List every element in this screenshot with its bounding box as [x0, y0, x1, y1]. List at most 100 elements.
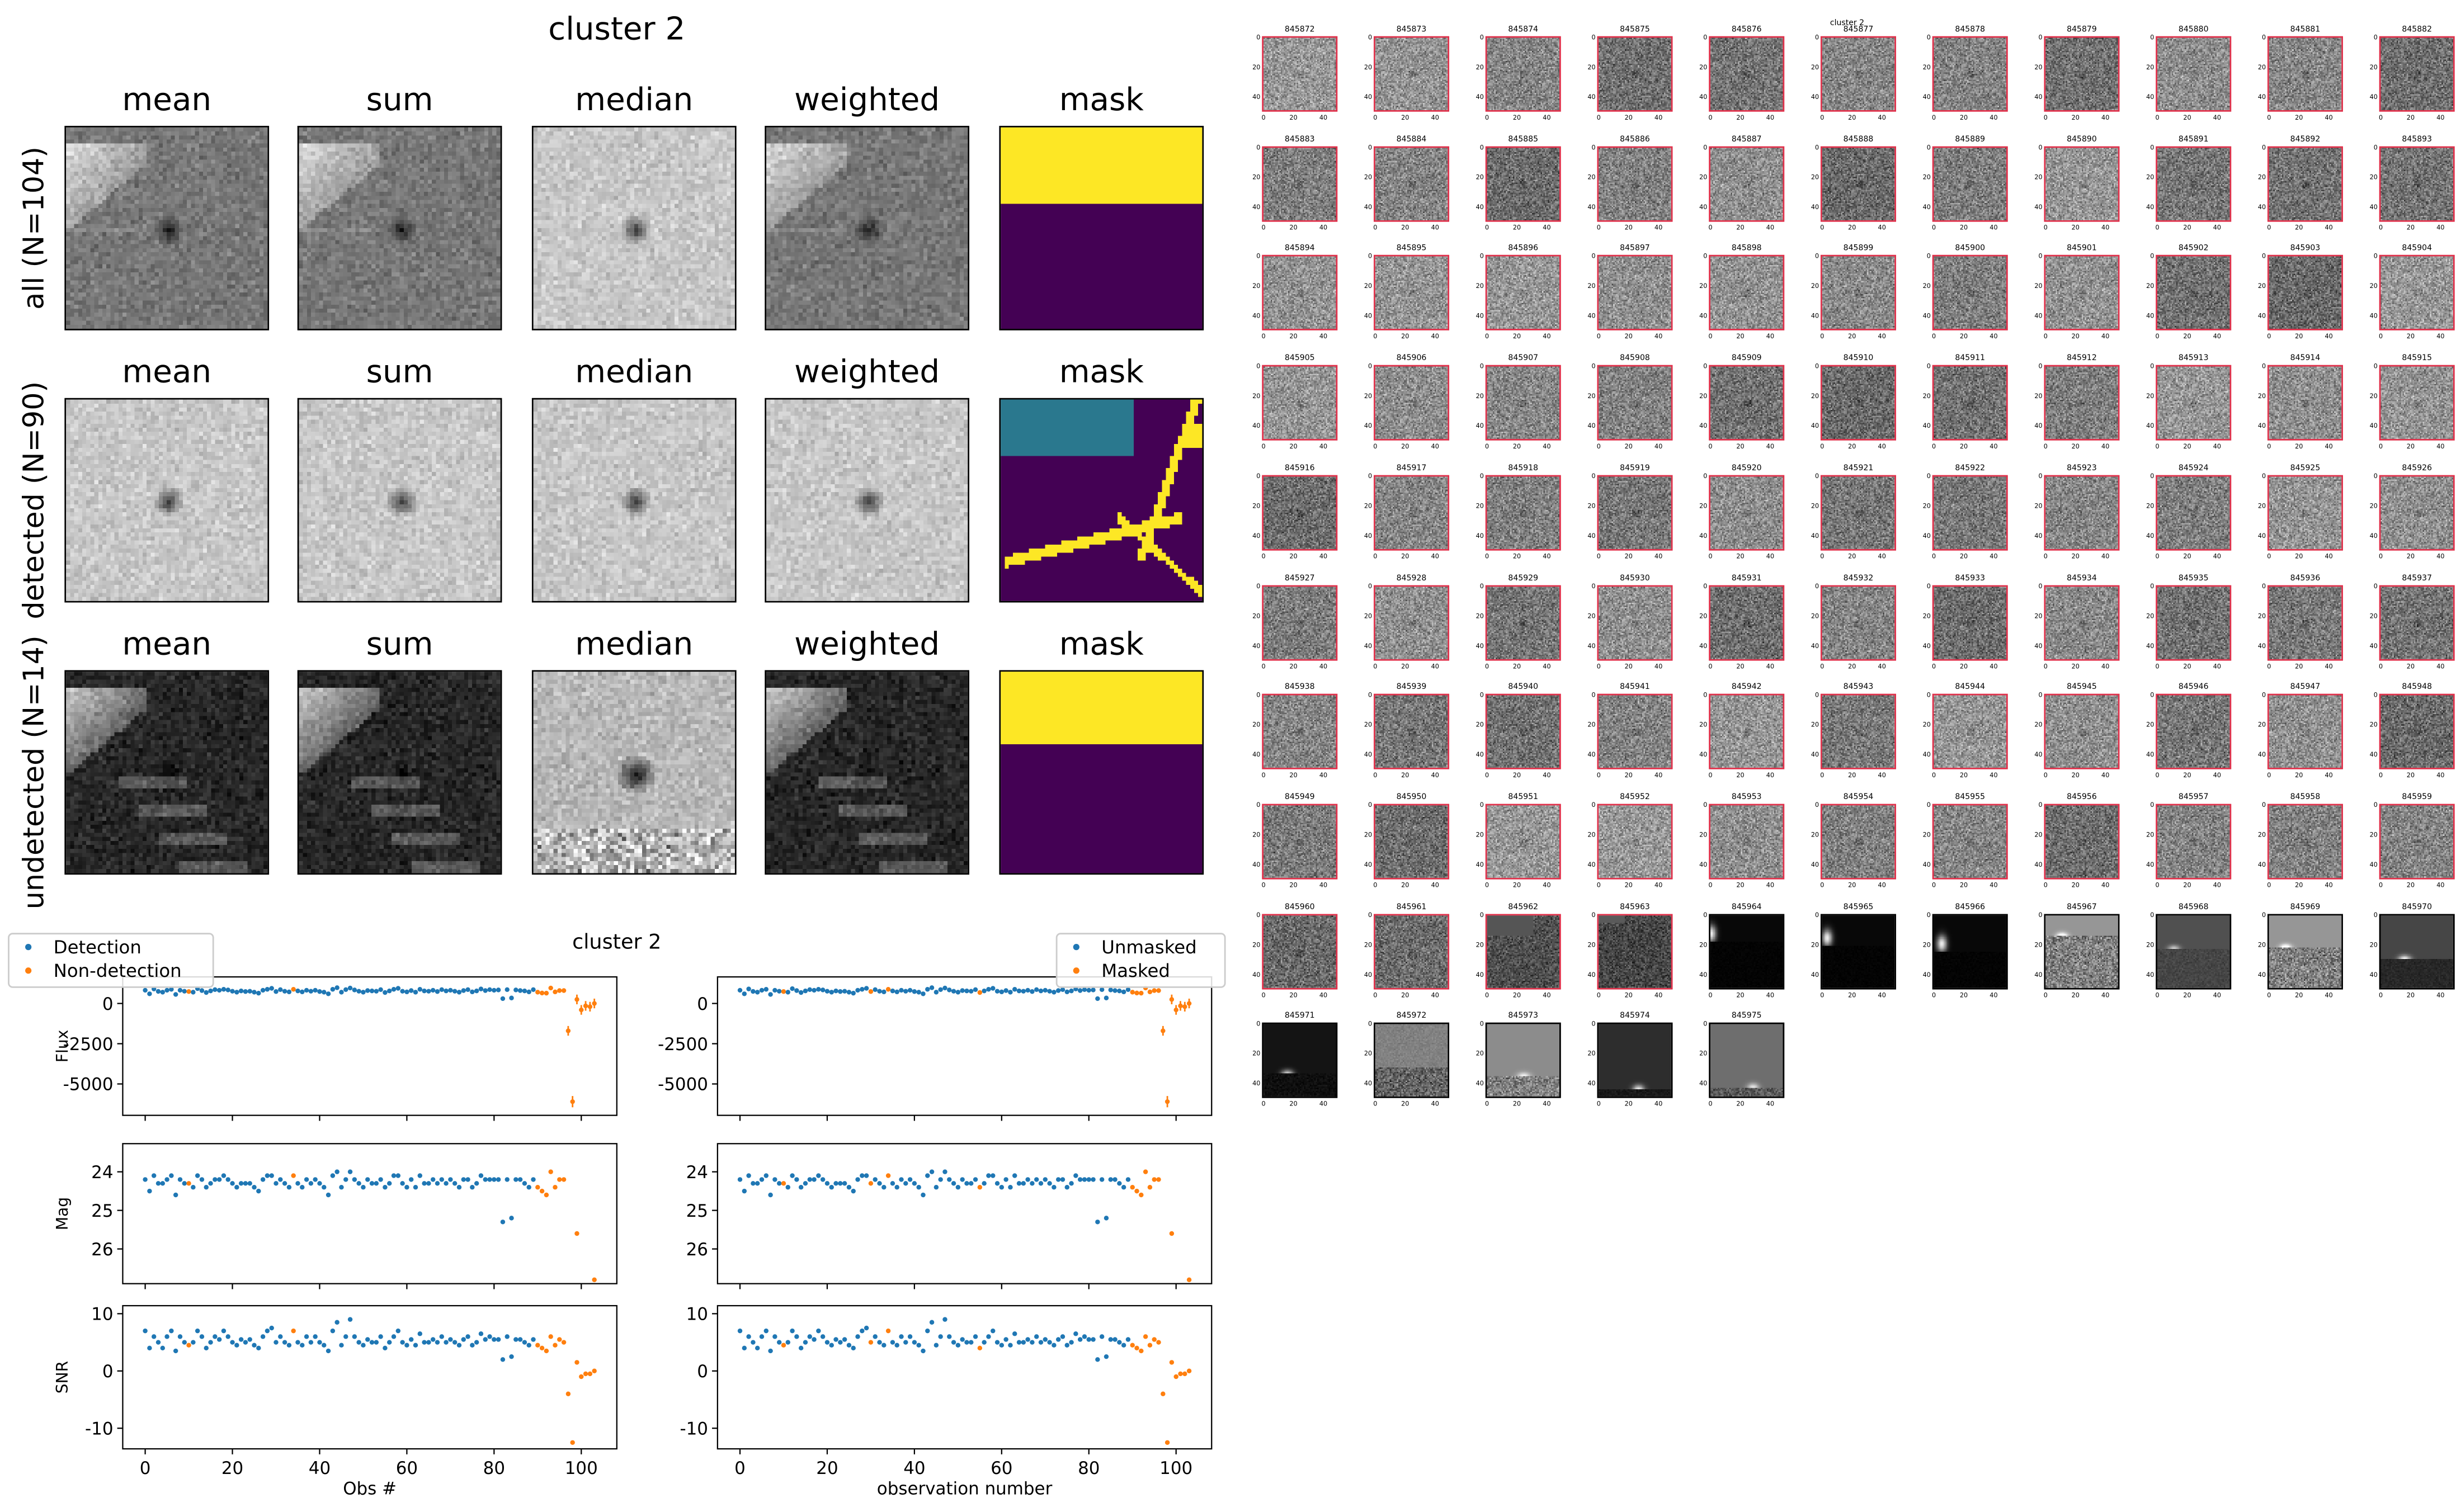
thumbnail-x-tick: 0 — [2378, 113, 2383, 121]
thumbnail: 845872 0 0 20 20 40 40 — [1243, 14, 1354, 124]
thumbnail-image — [1485, 694, 1561, 770]
data-point — [147, 1345, 152, 1351]
thumbnail-id: 845900 — [1955, 244, 1986, 254]
data-point — [942, 1169, 947, 1174]
thumbnail-y-tick: 20 — [1475, 611, 1484, 620]
data-point — [812, 1177, 817, 1182]
data-point — [903, 1181, 908, 1186]
legend-label: Masked — [1101, 958, 1170, 981]
thumbnail-x-tick: 20 — [1959, 881, 1968, 889]
thumbnail: 845895 0 0 20 20 40 40 — [1355, 233, 1465, 343]
data-point — [794, 1334, 799, 1339]
thumbnail-y-tick: 20 — [1922, 391, 1931, 400]
thumbnail-x-tick: 20 — [2406, 551, 2415, 560]
data-point — [899, 1177, 904, 1182]
data-point — [1125, 1337, 1131, 1342]
data-point — [356, 1181, 361, 1186]
thumbnail-y-tick: 40 — [1922, 312, 1931, 320]
thumbnail-id: 845968 — [2178, 902, 2209, 912]
data-point — [1030, 1340, 1035, 1345]
data-point — [369, 988, 375, 994]
thumbnail-y-tick: 0 — [1256, 800, 1261, 809]
thumbnail-x-tick: 0 — [1373, 223, 1378, 231]
thumbnail-x-tick: 20 — [2183, 332, 2191, 341]
thumbnail: 845900 0 0 20 20 40 40 — [1913, 233, 2024, 343]
thumbnail-image — [1374, 365, 1450, 441]
thumbnail-x-tick: 40 — [1319, 113, 1328, 121]
thumbnail-y-tick: 0 — [1815, 910, 1819, 918]
data-point — [1186, 1368, 1192, 1373]
data-point — [400, 1181, 405, 1186]
thumbnail-x-tick: 40 — [1543, 661, 1551, 670]
thumbnail-y-tick: 40 — [2034, 531, 2043, 540]
thumbnail-image — [1374, 475, 1450, 551]
thumbnail-x-tick: 40 — [1989, 881, 1998, 889]
data-point — [557, 1337, 562, 1342]
thumbnail-id: 845966 — [1955, 902, 1986, 912]
data-point — [204, 1345, 209, 1351]
thumbnail-x-tick: 20 — [1401, 881, 1409, 889]
axes-frame — [122, 1305, 617, 1450]
thumbnail: 845964 0 0 20 20 40 40 — [1690, 891, 1800, 1001]
data-point — [894, 1343, 899, 1348]
thumbnail-id: 845950 — [1396, 792, 1427, 802]
thumbnail: 845902 0 0 20 20 40 40 — [2137, 233, 2247, 343]
data-point — [500, 1220, 506, 1225]
data-point — [763, 987, 769, 992]
data-point — [1012, 1331, 1017, 1336]
data-point — [964, 1340, 969, 1345]
thumbnail-id: 845889 — [1955, 135, 1986, 144]
thumbnail-id: 845892 — [2290, 135, 2321, 144]
thumbnail-x-tick: 0 — [2155, 990, 2160, 999]
data-point — [812, 1337, 817, 1342]
thumbnail-y-tick: 40 — [2146, 92, 2154, 101]
data-point — [500, 996, 506, 1001]
thumbnail-y-tick: 40 — [1475, 531, 1484, 540]
thumbnail-image — [1597, 255, 1673, 331]
thumbnail-y-tick: 40 — [1922, 970, 1931, 978]
thumbnail-image — [1374, 36, 1450, 112]
thumbnail-x-tick: 40 — [1878, 990, 1886, 999]
data-point — [478, 986, 484, 991]
data-point — [812, 987, 817, 993]
data-point — [903, 1340, 908, 1345]
data-point — [969, 1340, 974, 1345]
thumbnail-x-tick: 0 — [1708, 223, 1713, 231]
thumbnail: 845923 0 0 20 20 40 40 — [2025, 453, 2135, 563]
thumbnail-x-tick: 40 — [2436, 442, 2445, 450]
thumbnail-y-tick: 0 — [1479, 910, 1484, 918]
data-point — [182, 989, 187, 994]
data-point — [1064, 989, 1069, 995]
data-point — [526, 989, 531, 995]
data-point — [570, 1440, 575, 1445]
thumbnail-x-tick: 40 — [1766, 223, 1775, 231]
thumbnail-x-tick: 40 — [2325, 771, 2333, 779]
thumbnail-y-tick: 0 — [1256, 581, 1261, 589]
data-point — [759, 987, 765, 993]
data-point — [544, 990, 549, 996]
thumbnail-image — [1932, 804, 2008, 880]
data-point — [213, 1334, 218, 1339]
data-point — [177, 1334, 183, 1339]
data-point — [1134, 1345, 1139, 1351]
thumbnail-x-tick: 40 — [1989, 442, 1998, 450]
thumbnail-x-tick: 0 — [1484, 332, 1489, 341]
thumbnail-id: 845922 — [1955, 464, 1986, 474]
detection-marker-icon — [25, 943, 32, 949]
thumbnail-y-tick: 40 — [2369, 970, 2378, 978]
data-point — [186, 989, 191, 994]
thumbnail-x-tick: 20 — [1624, 551, 1633, 560]
thumbnail-y-tick: 0 — [1703, 471, 1708, 480]
thumbnail-y-tick: 40 — [1252, 312, 1261, 320]
thumbnail-y-tick: 0 — [1256, 143, 1261, 151]
thumbnail-x-tick: 40 — [2436, 551, 2445, 560]
thumbnail-y-tick: 0 — [1926, 143, 1931, 151]
thumbnail-y-tick: 20 — [2034, 830, 2043, 839]
thumbnail-y-tick: 40 — [1811, 750, 1819, 759]
data-point — [1182, 1371, 1187, 1377]
thumbnail-id: 845875 — [1620, 25, 1650, 35]
data-point — [221, 1328, 227, 1334]
thumbnail-y-tick: 0 — [2373, 581, 2378, 589]
thumbnail-x-tick: 40 — [1319, 223, 1328, 231]
thumbnail-y-tick: 20 — [1252, 501, 1261, 509]
